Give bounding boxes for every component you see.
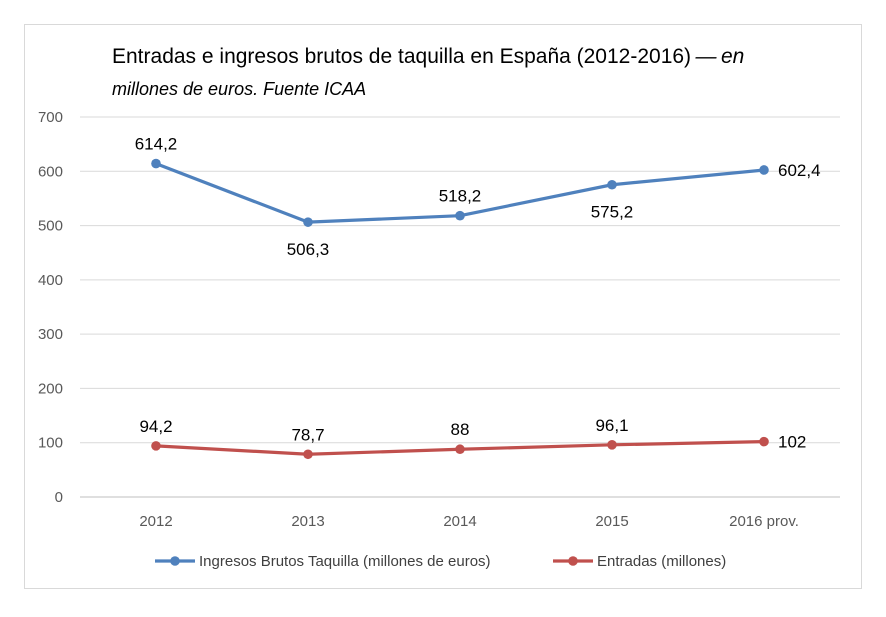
y-tick-label: 200 xyxy=(38,380,63,397)
y-tick-label: 500 xyxy=(38,218,63,235)
data-label-1: 102 xyxy=(778,433,806,452)
y-tick-label: 400 xyxy=(38,272,63,289)
data-point-0 xyxy=(303,217,313,227)
x-tick-label: 2013 xyxy=(291,513,324,530)
x-tick-label: 2016 prov. xyxy=(729,513,799,530)
data-label-1: 78,7 xyxy=(291,425,324,444)
chart-title: Entradas e ingresos brutos de taquilla e… xyxy=(112,42,812,106)
x-tick-label: 2012 xyxy=(139,513,172,530)
chart-title-inline-subtitle: en xyxy=(720,45,745,68)
y-tick-label: 300 xyxy=(38,326,63,343)
data-point-1 xyxy=(759,436,769,447)
chart-subtitle: millones de euros. Fuente ICAA xyxy=(112,79,367,99)
x-tick-label: 2015 xyxy=(595,513,628,530)
data-point-1 xyxy=(607,440,617,450)
chart-frame xyxy=(24,24,862,589)
legend-swatch-marker-1 xyxy=(568,556,578,566)
data-label-1: 96,1 xyxy=(595,416,628,435)
legend-swatch-marker-0 xyxy=(170,556,180,566)
data-point-1 xyxy=(151,441,161,451)
data-label-0: 506,3 xyxy=(287,240,330,259)
data-label-1: 88 xyxy=(451,420,470,439)
legend-label-1: Entradas (millones) xyxy=(597,553,726,570)
data-label-0: 518,2 xyxy=(439,187,482,206)
data-point-0 xyxy=(759,165,769,175)
data-label-1: 94,2 xyxy=(139,417,172,436)
data-point-0 xyxy=(607,179,617,190)
y-tick-label: 700 xyxy=(38,109,63,126)
chart-title-main: Entradas e ingresos brutos de taquilla e… xyxy=(112,45,692,68)
y-tick-label: 100 xyxy=(38,435,63,452)
data-label-0: 614,2 xyxy=(135,135,178,154)
data-point-1 xyxy=(303,449,313,460)
x-tick-label: 2014 xyxy=(443,513,476,530)
data-label-0: 602,4 xyxy=(778,161,821,180)
data-point-0 xyxy=(455,210,465,221)
data-label-0: 575,2 xyxy=(591,203,634,222)
data-point-0 xyxy=(151,158,161,169)
data-point-1 xyxy=(455,444,465,455)
chart-title-separator: — xyxy=(695,45,717,68)
y-tick-label: 600 xyxy=(38,163,63,180)
y-tick-label: 0 xyxy=(55,489,63,506)
legend-label-0: Ingresos Brutos Taquilla (millones de eu… xyxy=(199,553,491,570)
